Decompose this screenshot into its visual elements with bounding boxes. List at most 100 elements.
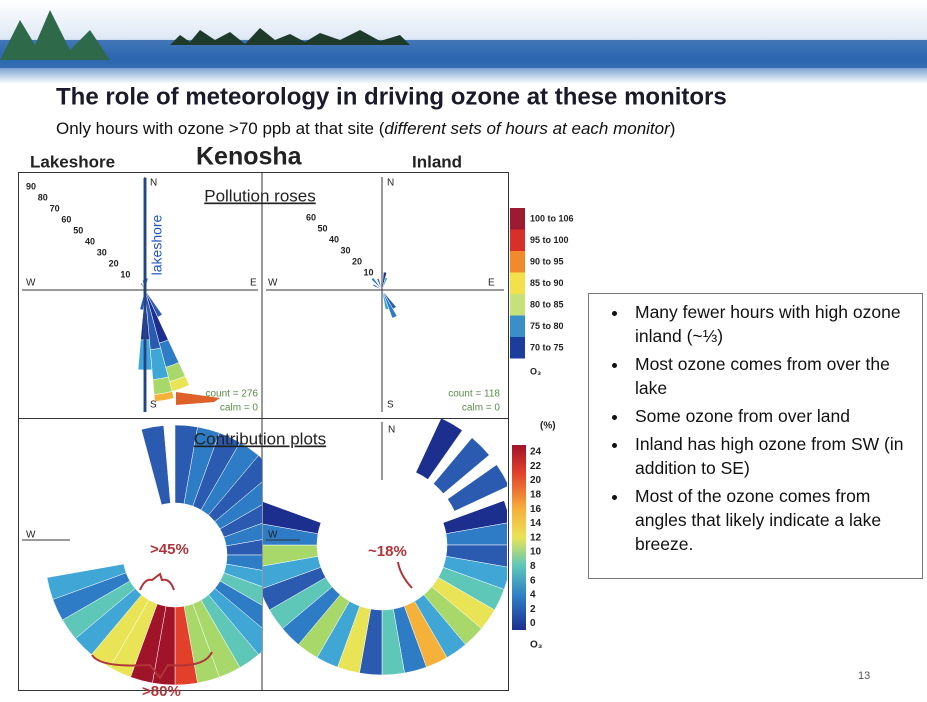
- radial-label: 40: [85, 236, 95, 246]
- legend-label: 80 to 85: [530, 299, 564, 309]
- bullet-box: Many fewer hours with high ozone inland …: [588, 293, 923, 579]
- radial-label: 60: [61, 214, 71, 224]
- contrib-panel: [18, 418, 509, 691]
- colorbar-label: 8: [530, 561, 536, 572]
- site-label: Kenosha: [196, 143, 303, 171]
- rose-wedge: [415, 419, 463, 480]
- radial-label: 20: [352, 256, 362, 266]
- legend-label: 75 to 80: [530, 321, 564, 331]
- calm-label: calm = 0: [462, 403, 501, 414]
- colorbar-unit: O₃: [530, 640, 543, 651]
- legend-swatch: [510, 229, 525, 251]
- slide-subtitle: Only hours with ozone >70 ppb at that si…: [56, 119, 675, 138]
- colorbar-label: 22: [530, 461, 542, 472]
- arrow: [397, 561, 413, 589]
- radial-label: 90: [26, 181, 36, 191]
- arrow: [176, 392, 220, 405]
- radial-label: 10: [120, 269, 130, 279]
- colorbar-unit: (%): [540, 421, 556, 432]
- rose-wedge: [447, 464, 507, 512]
- radial-label: 80: [38, 192, 48, 202]
- rose-wedge: [141, 425, 171, 506]
- slide-title: The role of meteorology in driving ozone…: [56, 83, 727, 110]
- right-rose: [371, 271, 398, 319]
- rose-wedge: [433, 437, 490, 494]
- shore-label: lakeshore: [149, 214, 165, 275]
- direction-label: W: [26, 278, 36, 289]
- radial-label: 10: [364, 267, 374, 277]
- banner-water: [0, 40, 927, 68]
- legend-swatch: [510, 294, 525, 316]
- annotation: >45%: [150, 541, 189, 558]
- bullet: Many fewer hours with high ozone inland …: [629, 300, 914, 348]
- subtitle-italic: different sets of hours at each monitor: [384, 119, 671, 138]
- legend-swatch: [510, 337, 525, 359]
- site-label: Lakeshore: [30, 152, 115, 171]
- direction-label: W: [268, 278, 278, 289]
- direction-label: N: [387, 178, 394, 189]
- colorbar: [512, 445, 526, 630]
- radial-label: 30: [341, 245, 351, 255]
- direction-label: N: [150, 178, 157, 189]
- direction-label: S: [387, 400, 394, 411]
- colorbar-label: 12: [530, 532, 542, 543]
- colorbar-label: 16: [530, 504, 542, 515]
- bracket: [91, 651, 213, 680]
- direction-label: N: [388, 425, 395, 436]
- radial-label: 60: [306, 212, 316, 222]
- radial-label: 30: [97, 247, 107, 257]
- colorbar-label: 4: [530, 590, 536, 601]
- bracket: [139, 572, 175, 591]
- count-label: count = 118: [448, 389, 500, 400]
- direction-label: W: [26, 530, 36, 541]
- radial-label: 70: [50, 203, 60, 213]
- annotation: >80%: [142, 683, 181, 700]
- legend-label: 95 to 100: [530, 235, 569, 245]
- legend-swatch: [510, 272, 525, 294]
- radial-label: 20: [109, 258, 119, 268]
- rose-wedge: [153, 391, 175, 402]
- bullet-list: Many fewer hours with high ozone inland …: [599, 300, 914, 556]
- calm-label: calm = 0: [220, 403, 259, 414]
- banner-trees: [0, 10, 110, 60]
- rose-wedge: [46, 563, 127, 600]
- banner-treeline: [170, 28, 410, 45]
- legend-label: 90 to 95: [530, 256, 564, 266]
- colorbar-label: 18: [530, 490, 542, 501]
- subtitle-part: Only hours with ozone >70 ppb at that si…: [56, 119, 385, 138]
- radial-label: 50: [318, 223, 328, 233]
- annotation: ~18%: [368, 543, 407, 560]
- direction-label: E: [250, 278, 257, 289]
- legend-swatch: [510, 251, 525, 273]
- page-number: 13: [858, 670, 870, 682]
- legend-label: 85 to 90: [530, 278, 564, 288]
- legend-swatch: [510, 208, 525, 230]
- bullet: Most ozone comes from over the lake: [629, 352, 914, 400]
- direction-label: S: [150, 400, 157, 411]
- bullet: Inland has high ozone from SW (in additi…: [629, 432, 914, 480]
- subtitle-part: ): [670, 119, 676, 138]
- site-label: Inland: [412, 152, 462, 171]
- colorbar-label: 6: [530, 575, 536, 586]
- colorbar-label: 0: [530, 618, 536, 629]
- count-label: count = 276: [205, 389, 258, 400]
- roses-panel: [18, 172, 509, 419]
- legend-unit: O₃: [530, 366, 541, 376]
- colorbar-label: 24: [530, 447, 542, 458]
- panel-heading: Contribution plots: [194, 429, 326, 448]
- colorbar-label: 14: [530, 518, 542, 529]
- colorbar-label: 20: [530, 475, 542, 486]
- bullet: Some ozone from over land: [629, 404, 914, 428]
- legend-swatch: [510, 315, 525, 337]
- radial-label: 40: [329, 234, 339, 244]
- colorbar-label: 10: [530, 547, 542, 558]
- bullet: Most of the ozone comes from angles that…: [629, 484, 914, 556]
- legend-label: 70 to 75: [530, 342, 564, 352]
- rose-wedge: [263, 501, 322, 535]
- colorbar-label: 2: [530, 604, 536, 615]
- direction-label: E: [488, 278, 495, 289]
- legend-label: 100 to 106: [530, 213, 574, 223]
- radial-label: 50: [73, 225, 83, 235]
